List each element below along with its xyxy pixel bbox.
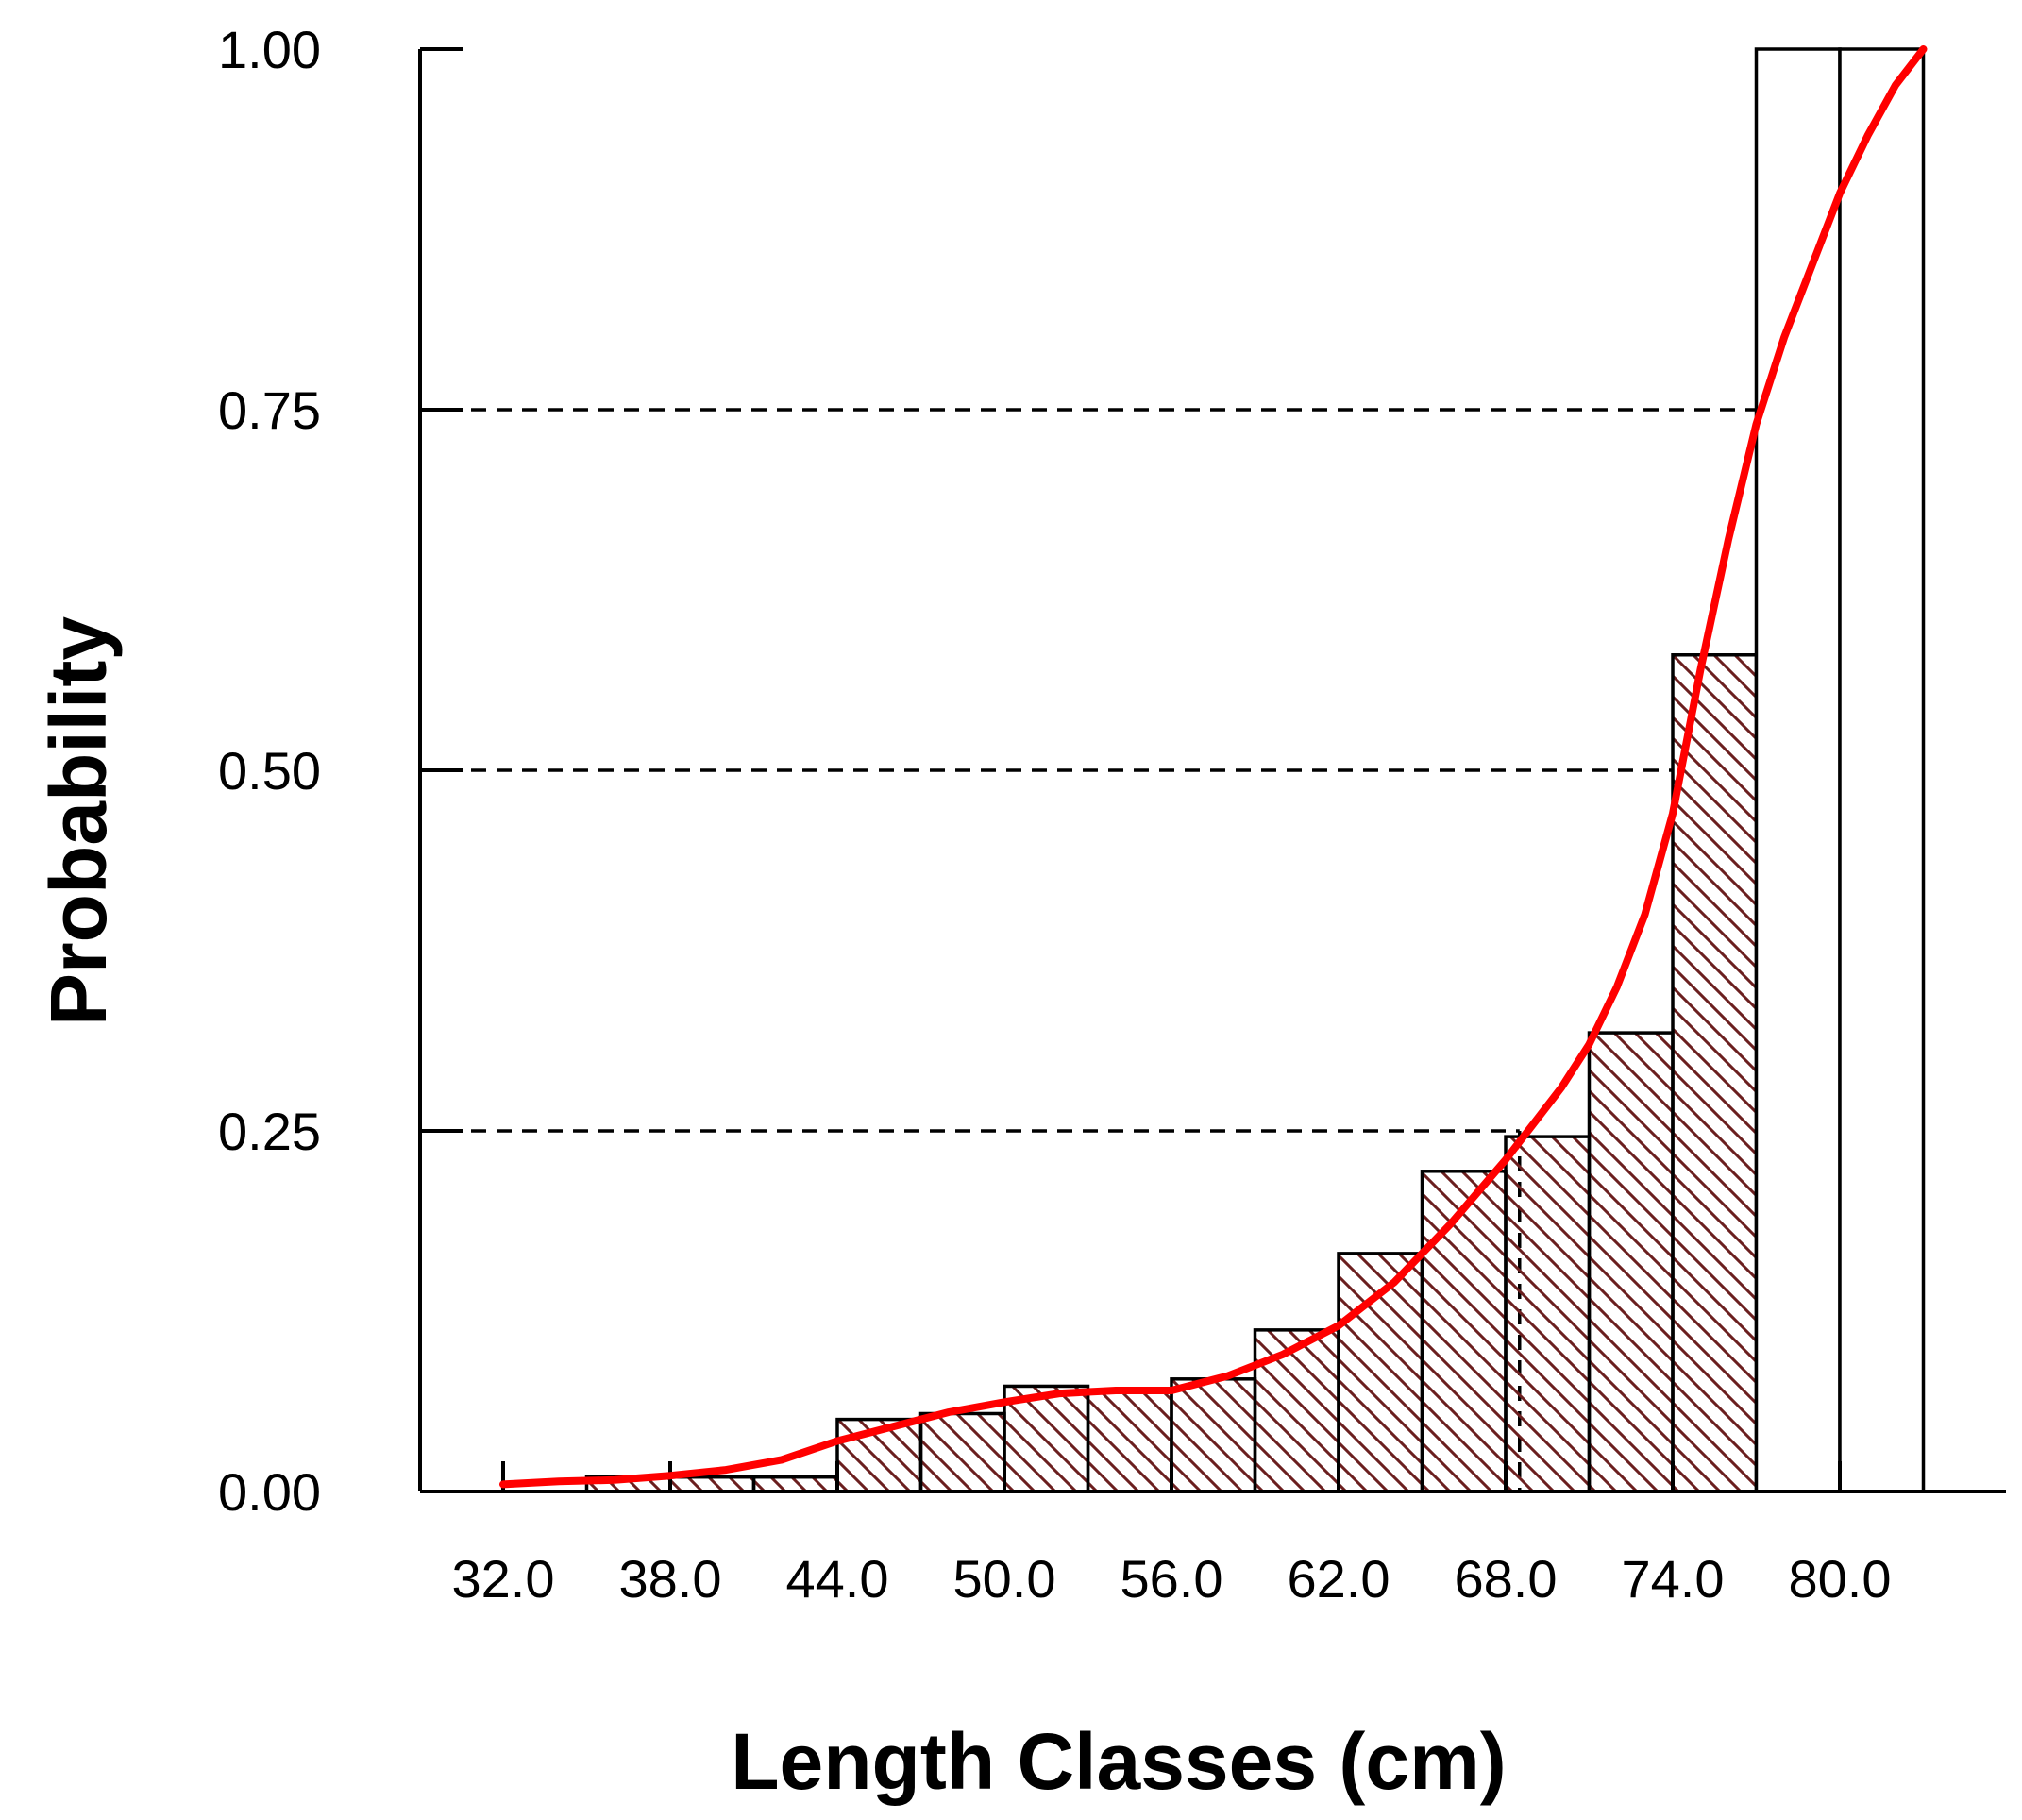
bar-6 bbox=[1086, 1389, 1173, 1493]
bar-4 bbox=[918, 1411, 1006, 1493]
y-tick-label-3: 0.75 bbox=[218, 380, 321, 440]
x-tick-label-6: 68.0 bbox=[1455, 1549, 1558, 1609]
bar-2 bbox=[751, 1475, 839, 1493]
x-tick-label-0: 32.0 bbox=[452, 1549, 555, 1609]
y-tick-label-2: 0.50 bbox=[218, 741, 321, 800]
x-axis-ticks: 32.0 38.0 44.0 50.0 56.0 62.0 68.0 74.0 80.0 bbox=[452, 1461, 1892, 1609]
y-axis-title: Probability bbox=[34, 616, 123, 1026]
x-tick-label-5: 62.0 bbox=[1288, 1549, 1390, 1609]
x-tick-label-2: 44.0 bbox=[786, 1549, 889, 1609]
bar-15 bbox=[1838, 47, 1926, 1493]
bar-14 bbox=[1754, 47, 1842, 1493]
bar-12 bbox=[1587, 1031, 1675, 1493]
x-axis-title: Length Classes (cm) bbox=[731, 1717, 1507, 1806]
bar-1 bbox=[668, 1475, 756, 1493]
bar-10 bbox=[1420, 1170, 1508, 1493]
x-tick-label-1: 38.0 bbox=[619, 1549, 722, 1609]
bar-7 bbox=[1170, 1377, 1257, 1493]
x-tick-label-3: 50.0 bbox=[953, 1549, 1056, 1609]
y-tick-label-4: 1.00 bbox=[218, 20, 321, 79]
y-tick-label-1: 0.25 bbox=[218, 1102, 321, 1161]
bar-8 bbox=[1253, 1328, 1340, 1493]
x-tick-label-7: 74.0 bbox=[1622, 1549, 1725, 1609]
probability-curve bbox=[499, 45, 1928, 1489]
x-tick-label-8: 80.0 bbox=[1789, 1549, 1892, 1609]
bar-13 bbox=[1671, 653, 1759, 1493]
probability-curve-layer bbox=[499, 45, 1928, 1489]
y-tick-label-0: 0.00 bbox=[218, 1462, 321, 1522]
x-tick-label-4: 56.0 bbox=[1121, 1549, 1223, 1609]
y-axis-ticks: 0.00 0.25 0.50 0.75 1.00 bbox=[218, 20, 463, 1522]
bar-11 bbox=[1504, 1135, 1592, 1493]
